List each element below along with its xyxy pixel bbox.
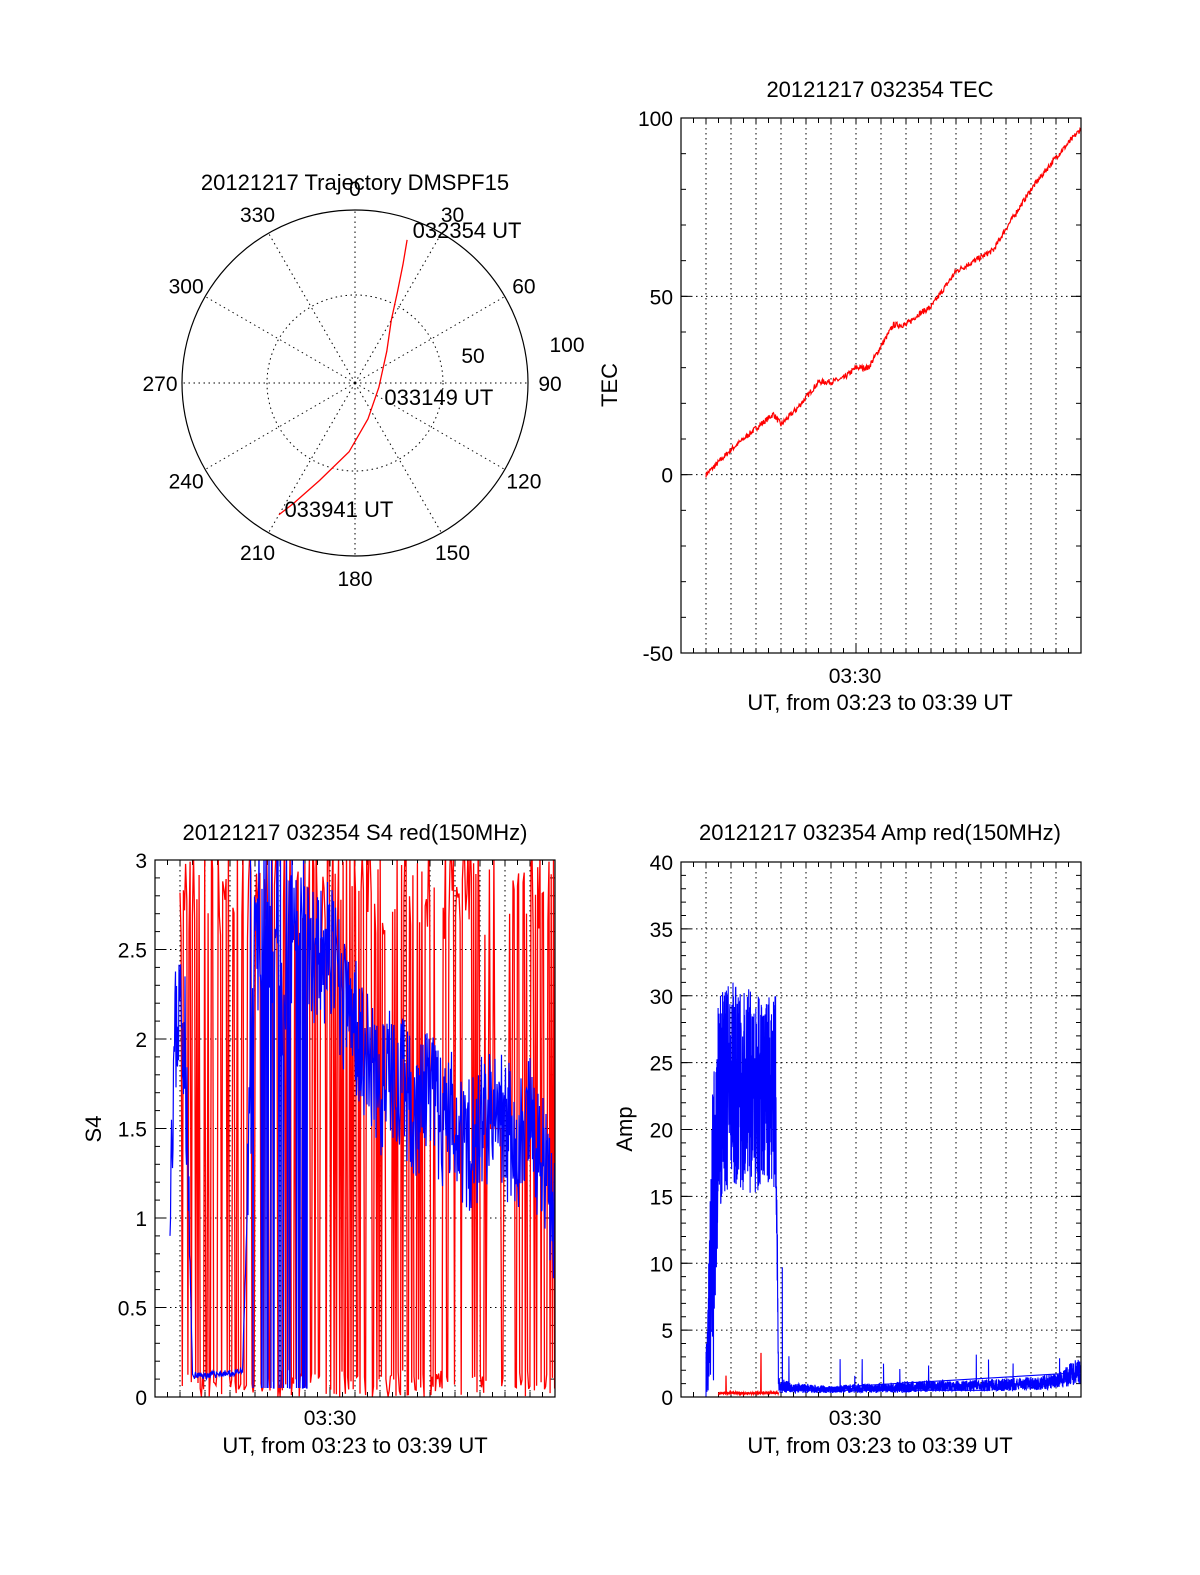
polar-inner-circle xyxy=(266,294,444,472)
trajectory-annotation: 032354 UT xyxy=(413,218,522,243)
polar-spoke xyxy=(204,382,356,470)
amp-panel: 20121217 032354 Amp red(150MHz) 0 5 10 15 20… xyxy=(612,820,1082,1458)
amp-x-axis-label: UT, from 03:23 to 03:39 UT xyxy=(747,1433,1012,1458)
amp-y-ticks: 0 5 10 15 20 25 30 35 40 xyxy=(650,852,673,1410)
polar-grid xyxy=(182,210,528,556)
amp-grid xyxy=(680,861,1082,1398)
polar-angle-label: 300 xyxy=(169,276,204,299)
trajectory-annotation: 033941 UT xyxy=(284,497,393,522)
tec-y-ticks: -50 0 50 100 xyxy=(638,108,673,666)
tec-panel: 20121217 032354 TEC -50 0 50 100 03:30 UT, … xyxy=(597,77,1082,715)
trajectory-annotations: 032354 UT 033149 UT 033941 UT xyxy=(284,218,521,522)
y-tick-label: 3 xyxy=(135,850,147,873)
s4-x-tick-label: 03:30 xyxy=(304,1407,357,1430)
y-tick-label: 0.5 xyxy=(118,1298,147,1321)
s4-plot-frame xyxy=(154,859,556,1398)
polar-spoke xyxy=(268,232,356,384)
polar-spoke xyxy=(354,382,442,534)
amp-red-series xyxy=(717,1352,780,1397)
y-tick-label: 0 xyxy=(661,1387,673,1410)
polar-angle-labels: 0 30 60 90 120 150 180 210 240 270 300 330 xyxy=(142,178,561,591)
tec-title: 20121217 032354 TEC xyxy=(766,77,993,102)
tec-x-axis-label: UT, from 03:23 to 03:39 UT xyxy=(747,690,1012,715)
tec-grid xyxy=(680,117,1082,654)
tec-y-axis-label: TEC xyxy=(597,363,622,407)
y-tick-label: 35 xyxy=(650,919,673,942)
y-tick-label: 0 xyxy=(135,1387,147,1410)
y-tick-label: 100 xyxy=(638,108,673,131)
polar-angle-label: 0 xyxy=(349,178,361,201)
polar-spoke xyxy=(204,296,356,384)
y-tick-label: 5 xyxy=(661,1320,673,1343)
polar-angle-label: 60 xyxy=(512,276,535,299)
polar-radial-labels: 50 100 xyxy=(461,334,584,368)
polar-angle-label: 210 xyxy=(240,542,275,565)
y-tick-label: 15 xyxy=(650,1186,673,1209)
polar-angle-label: 240 xyxy=(169,471,204,494)
polar-angle-label: 270 xyxy=(142,373,177,396)
y-tick-label: 1.5 xyxy=(118,1119,147,1142)
amp-x-tick-label: 03:30 xyxy=(829,1407,882,1430)
polar-spoke xyxy=(268,382,356,534)
amp-plot-frame xyxy=(680,861,1082,1398)
trajectory-track xyxy=(278,239,408,516)
polar-angle-label: 150 xyxy=(435,542,470,565)
y-tick-label: 30 xyxy=(650,986,673,1009)
polar-angle-label: 330 xyxy=(240,204,275,227)
polar-angle-label: 180 xyxy=(337,568,372,591)
y-tick-label: 25 xyxy=(650,1053,673,1076)
s4-y-ticks: 0 0.5 1 1.5 2 2.5 3 xyxy=(118,850,147,1410)
trajectory-title: 20121217 Trajectory DMSPF15 xyxy=(201,170,509,195)
trajectory-panel: 20121217 Trajectory DMSPF15 0 30 60 90 120 15… xyxy=(142,170,584,591)
trajectory-annotation: 033149 UT xyxy=(384,385,493,410)
s4-panel: 20121217 032354 S4 red(150MHz) 0 0.5 1 1.5 2… xyxy=(81,820,556,1458)
polar-angle-label: 120 xyxy=(506,471,541,494)
polar-angle-label: 30 xyxy=(441,204,464,227)
y-tick-label: 2 xyxy=(135,1029,147,1052)
polar-outer-circle xyxy=(181,209,529,557)
y-tick-label: 1 xyxy=(135,1208,147,1231)
polar-angle-label: 90 xyxy=(538,373,561,396)
tec-x-tick-label: 03:30 xyxy=(829,665,882,688)
s4-blue-series xyxy=(169,860,555,1389)
polar-radial-label: 50 xyxy=(461,345,484,368)
amp-y-axis-label: Amp xyxy=(612,1106,637,1151)
y-tick-label: 20 xyxy=(650,1120,673,1143)
s4-title: 20121217 032354 S4 red(150MHz) xyxy=(183,820,528,845)
amp-blue-series xyxy=(705,982,1081,1397)
polar-spoke xyxy=(354,296,506,384)
y-tick-label: 2.5 xyxy=(118,940,147,963)
polar-spoke xyxy=(354,232,442,384)
amp-title: 20121217 032354 Amp red(150MHz) xyxy=(699,820,1061,845)
y-tick-label: 40 xyxy=(650,852,673,875)
tec-plot-frame xyxy=(680,117,1082,654)
polar-radial-label: 100 xyxy=(549,334,584,357)
y-tick-label: 0 xyxy=(661,465,673,488)
y-tick-label: 50 xyxy=(650,286,673,309)
y-tick-label: 10 xyxy=(650,1253,673,1276)
y-tick-label: -50 xyxy=(643,643,673,666)
s4-x-axis-label: UT, from 03:23 to 03:39 UT xyxy=(222,1433,487,1458)
s4-y-axis-label: S4 xyxy=(81,1116,106,1143)
tec-series-line xyxy=(705,127,1082,478)
polar-spoke xyxy=(354,382,506,470)
